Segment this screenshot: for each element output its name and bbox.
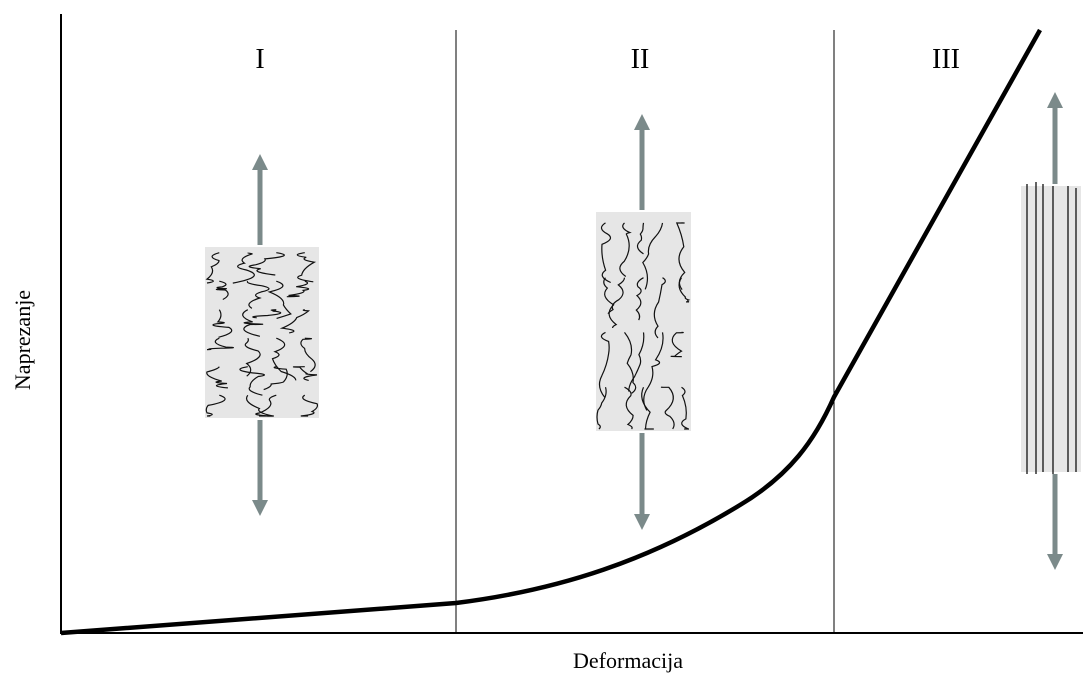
chain (300, 337, 316, 373)
chain (267, 280, 292, 319)
region-label: II (631, 44, 650, 75)
chain (624, 332, 637, 394)
chain (675, 222, 686, 290)
chain (628, 332, 645, 392)
chain (624, 386, 634, 430)
chain (619, 222, 632, 277)
chain (678, 277, 691, 303)
chain (286, 280, 310, 298)
chain (300, 394, 319, 417)
specimen-box (596, 212, 691, 431)
chain (607, 277, 626, 315)
specimen-box (1021, 186, 1081, 472)
chain (215, 280, 229, 301)
chain (242, 309, 264, 337)
chain (670, 331, 684, 358)
curve (60, 28, 1042, 636)
chain (660, 386, 675, 430)
chain (653, 277, 666, 339)
chain (205, 394, 226, 417)
chain (246, 280, 270, 309)
chain (636, 222, 645, 255)
chain (603, 277, 618, 329)
chain (643, 332, 664, 411)
chain (232, 252, 255, 284)
chain (212, 309, 233, 338)
chain (205, 252, 220, 284)
chain (600, 222, 612, 284)
polymer-chains (205, 222, 691, 430)
y-axis-label: Naprezanje (10, 290, 35, 390)
chain (271, 337, 297, 381)
chain (292, 366, 318, 381)
chain (255, 394, 277, 417)
tension-arrows (251, 91, 1064, 571)
chain (279, 309, 310, 334)
chain (596, 387, 607, 430)
x-axis-label: Deformacija (573, 648, 683, 673)
chain (206, 366, 228, 389)
aligned-chains (1026, 182, 1077, 474)
chain (206, 337, 234, 351)
region-label: III (932, 44, 960, 75)
chain (642, 222, 664, 290)
chain (239, 366, 265, 396)
chain (252, 309, 282, 319)
chain (248, 252, 285, 276)
chain (635, 277, 644, 321)
chain (681, 386, 689, 430)
chain (296, 252, 317, 283)
chain (641, 386, 654, 430)
chain (244, 337, 261, 377)
chain (598, 331, 610, 398)
region-label: I (255, 44, 264, 75)
chain (263, 366, 288, 391)
